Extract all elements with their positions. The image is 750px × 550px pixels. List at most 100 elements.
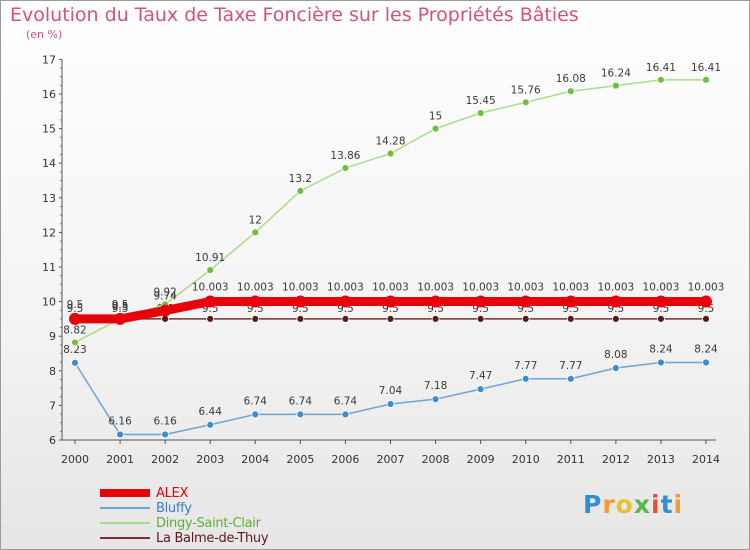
data-label-bluffy: 7.04: [379, 385, 403, 397]
x-tick-label: 2000: [61, 453, 89, 466]
legend-swatch-dingy-saint-clair: [100, 522, 150, 524]
x-tick-label: 2014: [692, 453, 720, 466]
data-label-dingy-saint-clair: 12: [249, 214, 262, 226]
x-tick-label: 2004: [241, 453, 269, 466]
data-point-alex: [429, 295, 442, 308]
legend-label-alex: ALEX: [156, 486, 189, 501]
data-label-bluffy: 8.24: [649, 343, 673, 355]
data-point-bluffy: [702, 358, 710, 367]
x-tick-label: 2009: [467, 453, 495, 466]
data-point-dingy-saint-clair: [71, 338, 79, 347]
data-point-bluffy: [476, 385, 485, 394]
x-tick-label: 2011: [557, 453, 585, 466]
data-label-bluffy: 6.74: [334, 395, 358, 407]
data-label-bluffy: 6.16: [153, 415, 177, 427]
proxiti-logo: Proxiti: [583, 490, 683, 519]
x-tick-label: 2013: [647, 453, 675, 466]
x-tick-label: 2012: [602, 453, 630, 466]
data-label-dingy-saint-clair: 10.91: [195, 252, 225, 264]
y-tick-label: 10: [42, 296, 56, 309]
data-point-alex: [609, 295, 622, 308]
x-tick-label: 2010: [512, 453, 540, 466]
data-label-bluffy: 8.23: [63, 344, 86, 356]
logo-letter-p: P: [583, 490, 603, 519]
data-label-dingy-saint-clair: 16.24: [601, 68, 631, 80]
data-point-la-balme-de-thuy: [657, 314, 665, 323]
data-point-la-balme-de-thuy: [702, 314, 710, 323]
legend-label-la-balme-de-thuy: La Balme-de-Thuy: [156, 531, 269, 546]
data-label-la-balme-de-thuy: 9.5: [67, 303, 84, 315]
data-label-bluffy: 7.77: [559, 360, 582, 372]
data-point-alex: [114, 312, 127, 325]
data-label-alex: 9.74: [153, 291, 177, 303]
data-label-dingy-saint-clair: 9.5: [112, 301, 129, 313]
data-point-dingy-saint-clair: [296, 186, 305, 195]
data-point-alex: [69, 312, 81, 325]
x-tick-label: 2008: [422, 453, 450, 466]
data-point-alex: [700, 295, 712, 308]
data-point-bluffy: [206, 420, 215, 429]
data-point-alex: [654, 295, 667, 308]
data-label-dingy-saint-clair: 13.86: [330, 150, 360, 162]
logo-letter-i2: i: [673, 490, 684, 519]
data-point-alex: [564, 295, 577, 308]
legend-swatch-la-balme-de-thuy: [100, 537, 150, 539]
x-tick-label: 2002: [151, 453, 179, 466]
logo-letter-x: x: [633, 490, 651, 519]
data-point-dingy-saint-clair: [521, 98, 530, 107]
data-label-bluffy: 7.47: [469, 370, 492, 382]
data-point-dingy-saint-clair: [431, 124, 440, 133]
logo-letter-t: t: [660, 490, 674, 519]
data-label-dingy-saint-clair: 16.41: [646, 62, 676, 74]
x-tick-label: 2001: [106, 453, 134, 466]
data-point-alex: [159, 304, 172, 317]
chart-title: Evolution du Taux de Taxe Foncière sur l…: [10, 4, 579, 26]
data-label-dingy-saint-clair: 15.76: [511, 84, 541, 96]
data-label-bluffy: 8.24: [694, 343, 718, 355]
data-label-bluffy: 8.08: [604, 349, 627, 361]
data-label-bluffy: 6.16: [108, 415, 132, 427]
data-point-bluffy: [566, 374, 575, 383]
y-tick-label: 7: [49, 399, 56, 412]
data-label-dingy-saint-clair: 16.08: [556, 73, 586, 85]
data-label-alex: 9.5: [67, 299, 84, 311]
data-point-bluffy: [611, 364, 620, 372]
data-point-alex: [249, 295, 262, 308]
data-point-bluffy: [296, 410, 305, 419]
y-tick-label: 14: [42, 157, 56, 170]
data-label-alex: 9.5: [112, 299, 129, 311]
data-point-dingy-saint-clair: [611, 81, 620, 90]
data-label-alex: 10.003: [192, 281, 229, 293]
data-point-bluffy: [161, 430, 170, 439]
data-label-alex: 10.003: [643, 281, 680, 293]
data-label-dingy-saint-clair: 9.92: [153, 286, 176, 298]
legend-label-dingy-saint-clair: Dingy-Saint-Clair: [156, 516, 261, 531]
data-label-bluffy: 7.18: [424, 380, 447, 392]
y-tick-label: 13: [42, 192, 56, 205]
data-label-alex: 10.003: [688, 281, 725, 293]
y-tick-label: 8: [49, 365, 56, 378]
data-point-la-balme-de-thuy: [431, 314, 440, 323]
data-point-alex: [519, 295, 532, 308]
data-point-alex: [294, 295, 307, 308]
y-tick-label: 16: [42, 88, 56, 101]
logo-letter-r: r: [602, 490, 616, 519]
data-label-la-balme-de-thuy: 9.5: [112, 303, 129, 315]
data-label-alex: 10.003: [417, 281, 454, 293]
chart-subtitle: (en %): [26, 28, 63, 41]
data-point-dingy-saint-clair: [702, 75, 710, 84]
data-label-bluffy: 6.74: [244, 395, 268, 407]
data-label-alex: 10.003: [507, 281, 544, 293]
data-label-dingy-saint-clair: 14.28: [375, 136, 405, 148]
data-point-dingy-saint-clair: [206, 266, 215, 275]
data-point-bluffy: [521, 374, 530, 383]
data-label-alex: 10.003: [282, 281, 319, 293]
data-point-la-balme-de-thuy: [341, 314, 350, 323]
data-point-la-balme-de-thuy: [206, 314, 215, 323]
data-label-dingy-saint-clair: 16.41: [691, 62, 721, 74]
logo-letter-i: i: [651, 490, 661, 519]
data-point-bluffy: [71, 358, 79, 367]
data-point-dingy-saint-clair: [251, 228, 260, 237]
data-label-alex: 10.003: [552, 281, 589, 293]
